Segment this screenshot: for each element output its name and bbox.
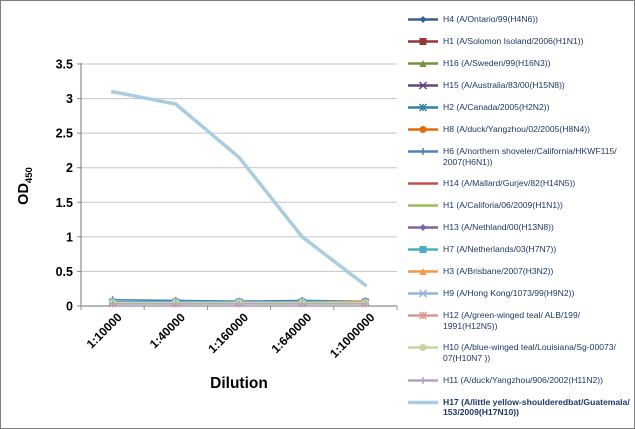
legend-item: H1 (A/​Solomon Isoland/​2006(H1N1)) <box>407 36 633 47</box>
legend-item: H12 (A/​green-winged teal/​ ALB/​199/​19… <box>407 310 633 331</box>
legend-item: H6 (A/​northern shoveler/​California/​HK… <box>407 146 633 167</box>
legend-item: H13 (A/​Nethland/​00(H13N8)) <box>407 222 633 233</box>
legend-marker-icon <box>408 148 438 155</box>
legend-marker-icon <box>408 268 438 276</box>
legend-item: H1 (A/​Califoria/​06/​2009(H1N1)) <box>407 200 633 211</box>
legend-item: H9 (A/​Hong Kong/​1073/​99(H9N2)) <box>407 288 633 299</box>
legend-label: H17 (A/​little yellow-shoulderedbat/​Gua… <box>443 396 630 418</box>
legend-item: H3 (A/​Brisbane/​2007(H3N2)) <box>407 266 633 277</box>
x-tick-label: 1:1000000 <box>327 310 378 361</box>
y-tick-label: 2 <box>66 161 73 175</box>
x-tick-label: 1:160000 <box>205 310 251 356</box>
y-tick-label: 1.5 <box>56 196 73 210</box>
marker-glyph <box>419 246 427 254</box>
legend-label: H16 (A/​Sweden/​99(H16N3)) <box>443 58 551 68</box>
legend-label: H4 (A/​Ontario/​99(H4N6)) <box>443 14 539 24</box>
legend-marker-icon <box>408 344 438 352</box>
legend-label: H7 (A/​Netherlands/​03(H7N7)) <box>443 244 557 255</box>
legend-marker-icon <box>408 16 438 23</box>
legend-label: H14 (A/​Mallard/​Gurjev/​82(H14N5)) <box>443 178 576 189</box>
legend-item: H14 (A/​Mallard/​Gurjev/​82(H14N5)) <box>407 178 633 189</box>
x-tick-label: 1:640000 <box>269 310 315 356</box>
x-axis-title: Dilution <box>210 375 268 392</box>
legend-label: H8 (A/​duck/​Yangzhou/​02/​2005(H8N4)) <box>443 124 590 134</box>
legend-marker-icon <box>408 81 438 90</box>
legend-item: H10 (A/​blue-winged teal/​Louisiana/​Sg-… <box>407 342 633 363</box>
legend-marker-icon <box>408 289 438 298</box>
y-tick-label: 2.5 <box>56 127 73 141</box>
legend-item: H16 (A/​Sweden/​99(H16N3)) <box>407 58 633 69</box>
marker-glyph <box>418 81 428 90</box>
legend-marker-icon <box>408 103 438 112</box>
legend-label: H2 (A/​Canada/​2005(H2N2)) <box>443 102 550 112</box>
y-axis-title-text: OD <box>16 183 32 205</box>
legend-label: H1 (A/​Solomon Isoland/​2006(H1N1)) <box>443 36 584 46</box>
legend-marker-icon <box>408 204 438 207</box>
legend-item: H15 (A/​Australia/​83/​00(H15N8)) <box>407 80 633 91</box>
legend-marker-icon <box>408 400 438 404</box>
legend-marker-icon <box>408 311 438 320</box>
legend-item: H8 (A/​duck/​Yangzhou/​02/​2005(H8N4)) <box>407 124 633 135</box>
marker-glyph <box>419 126 427 133</box>
marker-glyph <box>419 224 427 232</box>
legend-item: H17 (A/​little yellow-shoulderedbat/​Gua… <box>407 397 633 418</box>
y-axis-title: OD450 <box>16 106 35 266</box>
y-tick-label: 0 <box>66 300 73 314</box>
legend-marker-icon <box>408 376 438 384</box>
legend-item: H11 (A/​duck/​Yangzhou/​906/​2002(H11N2)… <box>407 375 633 386</box>
legend-label: H10 (A/​blue-winged teal/​Louisiana/​Sg-… <box>443 342 616 363</box>
series-line <box>110 89 368 288</box>
x-tick-label: 1:10000 <box>84 310 125 351</box>
legend: H4 (A/​Ontario/​99(H4N6)) H1 (A/​Solomon… <box>407 14 633 418</box>
marker-glyph <box>419 60 427 67</box>
legend-marker-icon <box>408 38 438 45</box>
legend-label: H3 (A/​Brisbane/​2007(H3N2)) <box>443 266 554 277</box>
legend-label: H6 (A/​northern shoveler/​California/​HK… <box>443 146 617 167</box>
marker-glyph <box>419 344 427 352</box>
y-tick-label: 3.5 <box>56 58 73 72</box>
legend-marker-icon <box>408 60 438 67</box>
y-tick-label: 1 <box>66 230 73 244</box>
legend-item: H4 (A/​Ontario/​99(H4N6)) <box>407 14 633 25</box>
legend-label: H11 (A/​duck/​Yangzhou/​906/​2002(H11N2)… <box>443 374 604 385</box>
y-tick-label: 0.5 <box>56 265 73 279</box>
y-tick-label: 3 <box>66 92 73 106</box>
legend-label: H9 (A/​Hong Kong/​1073/​99(H9N2)) <box>443 288 575 299</box>
legend-label: H12 (A/​green-winged teal/​ ALB/​199/​19… <box>443 310 581 331</box>
legend-marker-icon <box>408 246 438 254</box>
y-axis-title-subscript: 450 <box>23 167 35 184</box>
marker-glyph <box>419 16 427 23</box>
legend-item: H7 (A/​Netherlands/​03(H7N7)) <box>407 244 633 255</box>
marker-glyph <box>419 38 427 45</box>
legend-marker-icon <box>408 126 438 133</box>
legend-item: H2 (A/​Canada/​2005(H2N2)) <box>407 102 633 113</box>
marker-glyph <box>418 289 428 298</box>
legend-label: H1 (A/​Califoria/​06/​2009(H1N1)) <box>443 200 563 211</box>
legend-label: H15 (A/​Australia/​83/​00(H15N8)) <box>443 80 565 90</box>
marker-glyph <box>419 268 427 276</box>
legend-marker-icon <box>408 224 438 232</box>
x-tick-label: 1:40000 <box>147 310 188 351</box>
legend-marker-icon <box>408 182 438 185</box>
legend-label: H13 (A/​Nethland/​00(H13N8)) <box>443 222 554 233</box>
